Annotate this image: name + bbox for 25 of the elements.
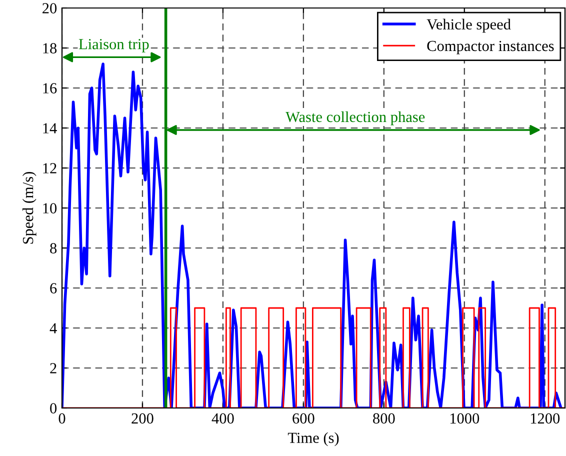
annotation: Liaison trip bbox=[78, 39, 149, 52]
x-axis-title: Time (s) bbox=[288, 432, 339, 446]
x-tick-label: 1200 bbox=[530, 413, 560, 424]
x-tick-label: 1000 bbox=[450, 413, 480, 424]
x-tick-label: 0 bbox=[58, 413, 66, 424]
y-tick-label: 2 bbox=[50, 363, 56, 374]
y-tick-label: 12 bbox=[43, 163, 56, 174]
y-tick-label: 6 bbox=[50, 283, 57, 294]
legend-label: Compactor instances bbox=[427, 40, 554, 54]
y-tick-label: 4 bbox=[50, 323, 57, 334]
x-tick-label: 400 bbox=[212, 413, 234, 424]
y-tick-label: 10 bbox=[43, 203, 57, 214]
x-tick-label: 800 bbox=[373, 413, 395, 424]
x-tick-label: 600 bbox=[292, 413, 314, 424]
annotation: Waste collection phase bbox=[286, 111, 425, 126]
line-series bbox=[62, 62, 562, 408]
y-tick-label: 20 bbox=[42, 3, 57, 14]
x-tick-label: 200 bbox=[132, 413, 154, 424]
y-tick-label: 8 bbox=[50, 243, 57, 254]
y-tick-label: 18 bbox=[43, 43, 57, 54]
y-tick-label: 0 bbox=[50, 403, 57, 414]
y-tick-label: 16 bbox=[43, 83, 57, 94]
y-tick-label: 14 bbox=[43, 123, 57, 134]
y-axis-title: Speed (m/s) bbox=[22, 172, 36, 244]
legend-label: Vehicle speed bbox=[426, 18, 511, 33]
